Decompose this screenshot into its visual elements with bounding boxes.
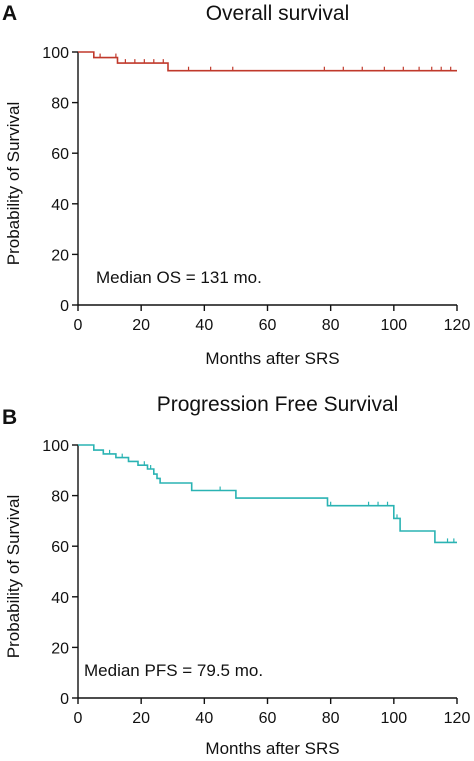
panel-label: A [2,2,17,25]
x-axis-label: Months after SRS [205,349,339,368]
x-tick-label: 80 [322,317,340,334]
x-tick-label: 40 [195,317,213,334]
median-annotation: Median PFS = 79.5 mo. [84,661,263,680]
chart-title: Overall survival [206,2,350,25]
y-tick-label: 20 [51,640,69,657]
y-tick-label: 60 [51,146,69,163]
y-tick-label: 100 [42,45,69,62]
x-tick-label: 0 [74,317,83,334]
y-tick-label: 80 [51,96,69,113]
y-tick-label: 0 [60,691,69,708]
panel-label: B [2,406,17,429]
x-tick-label: 0 [74,710,83,727]
x-tick-label: 60 [259,317,277,334]
x-tick-label: 20 [132,710,150,727]
x-tick-label: 120 [444,317,471,334]
survival-curve [78,51,457,72]
survival-curve [78,444,457,544]
x-axis-label: Months after SRS [205,739,339,758]
median-annotation: Median OS = 131 mo. [96,268,262,287]
x-tick-label: 100 [380,710,407,727]
x-tick-label: 100 [380,317,407,334]
y-tick-label: 60 [51,539,69,556]
chart-title: Progression Free Survival [157,393,399,416]
y-tick-label: 80 [51,489,69,506]
x-tick-label: 20 [132,317,150,334]
x-tick-label: 40 [195,710,213,727]
y-axis-label: Probability of Survival [4,102,23,265]
y-tick-label: 40 [51,197,69,214]
x-tick-label: 60 [259,710,277,727]
y-tick-label: 20 [51,247,69,264]
x-tick-label: 80 [322,710,340,727]
x-tick-label: 120 [444,710,471,727]
y-tick-label: 0 [60,298,69,315]
y-axis-label: Probability of Survival [4,495,23,658]
progression-free-survival-panel: B Progression Free Survival 0 20 40 60 80 100 12… [2,393,470,758]
overall-survival-panel: A Overall survival 0 20 40 60 80 100 120 0 20 40 60 8… [2,2,470,368]
y-tick-label: 100 [42,438,69,455]
y-tick-label: 40 [51,590,69,607]
